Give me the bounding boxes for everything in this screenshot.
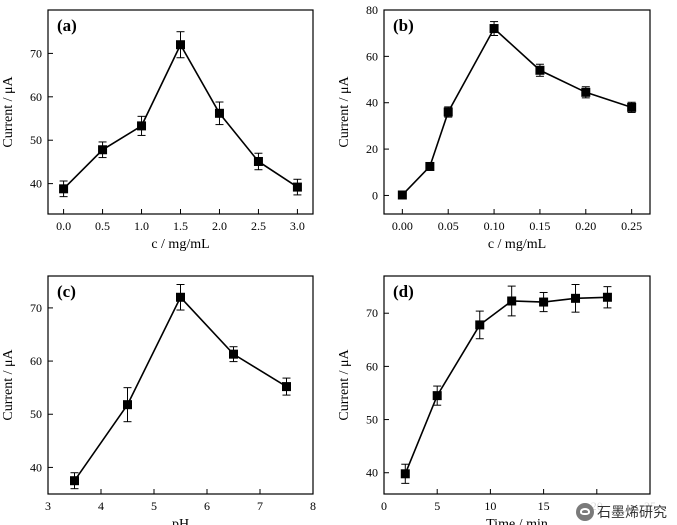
x-axis-title: c / mg/mL: [151, 237, 209, 252]
y-tick-label: 70: [366, 306, 378, 320]
data-point: [535, 65, 545, 75]
x-tick-label: 0.0: [56, 219, 71, 233]
series-line: [63, 42, 298, 190]
data-point: [400, 469, 410, 479]
y-tick-label: 70: [30, 46, 42, 60]
x-tick-label: 1.0: [134, 219, 149, 233]
data-point: [507, 296, 517, 306]
x-tick-label: 0.00: [392, 219, 413, 233]
data-point: [432, 391, 442, 401]
data-point: [253, 156, 263, 166]
data-point: [70, 476, 79, 486]
y-tick-label: 80: [366, 3, 378, 17]
x-tick-label: 0.20: [575, 219, 596, 233]
y-tick-label: 60: [366, 359, 378, 373]
y-axis-title: Current / μA: [1, 75, 16, 147]
y-tick-label: 70: [30, 301, 42, 315]
data-point: [176, 40, 185, 50]
data-point: [123, 400, 132, 410]
data-point: [397, 190, 407, 200]
y-tick-label: 20: [366, 142, 378, 156]
chart-panel-1: 0.0 0.5 1.0 1.5 2.0 2.5 3.0 40 50 60 70 c / mg/mL Cu…: [1, 9, 314, 252]
data-point: [98, 145, 108, 155]
y-axis-title: Current / μA: [337, 75, 352, 147]
watermark: 石墨烯研究: [574, 501, 671, 523]
series-line: [73, 295, 287, 482]
y-tick-label: 40: [366, 466, 378, 480]
data-point: [137, 121, 147, 131]
y-tick-label: 60: [30, 90, 42, 104]
y-tick-label: 60: [30, 354, 42, 368]
x-tick-label: 8: [310, 499, 316, 513]
panel-label: (d): [393, 282, 414, 301]
x-tick-label: 15: [538, 499, 550, 513]
data-point: [282, 382, 291, 392]
data-point: [214, 108, 224, 118]
x-tick-label: 0.5: [95, 219, 110, 233]
x-tick-label: 6: [204, 499, 210, 513]
y-axis-title: Current / μA: [337, 348, 352, 420]
x-tick-label: 1.5: [173, 219, 188, 233]
x-tick-label: 0.10: [484, 219, 505, 233]
chart-panel-3: 3 4 5 6 7 8 40 50 60 70 pH Current / μA (c): [1, 275, 316, 525]
wechat-icon: [576, 503, 594, 521]
x-tick-label: 4: [98, 499, 104, 513]
panel-label: (a): [57, 16, 77, 35]
watermark-text: 石墨烯研究: [597, 505, 667, 521]
x-axis-title: Time / min: [486, 517, 548, 525]
data-point: [581, 87, 591, 97]
x-tick-label: 5: [434, 499, 440, 513]
x-axis-title: c / mg/mL: [488, 237, 546, 252]
x-tick-label: 0.05: [438, 219, 459, 233]
data-point: [475, 320, 485, 330]
y-tick-label: 50: [30, 407, 42, 421]
y-tick-label: 50: [366, 413, 378, 427]
y-tick-label: 0: [372, 188, 378, 202]
data-point: [292, 182, 302, 192]
series-line: [401, 27, 632, 196]
y-tick-label: 50: [30, 133, 42, 147]
x-tick-label: 3.0: [290, 219, 305, 233]
data-point: [443, 107, 453, 117]
y-tick-label: 40: [30, 177, 42, 191]
y-tick-label: 60: [366, 49, 378, 63]
data-point: [176, 292, 185, 302]
plot-frame: [47, 275, 314, 495]
x-tick-label: 0.25: [621, 219, 642, 233]
x-axis-title: pH: [172, 517, 189, 525]
series-line: [404, 296, 608, 475]
x-tick-label: 0: [381, 499, 387, 513]
data-point: [425, 161, 435, 171]
x-tick-label: 10: [484, 499, 496, 513]
y-tick-label: 40: [30, 460, 42, 474]
x-tick-label: 3: [45, 499, 51, 513]
data-point: [229, 349, 238, 359]
panel-label: (c): [57, 282, 76, 301]
data-point: [59, 184, 69, 194]
x-tick-label: 7: [257, 499, 263, 513]
y-axis-title: Current / μA: [1, 348, 16, 420]
plot-frame: [383, 275, 651, 495]
data-point: [571, 293, 581, 303]
data-point: [627, 102, 637, 112]
panel-label: (b): [393, 16, 414, 35]
data-point: [602, 292, 612, 302]
x-tick-label: 5: [151, 499, 157, 513]
data-point: [539, 297, 549, 307]
y-tick-label: 40: [366, 96, 378, 110]
x-tick-label: 0.15: [529, 219, 550, 233]
chart-panel-2: 0.00 0.05 0.10 0.15 0.20 0.25 0 20 40 60 80 c / mg/…: [337, 3, 651, 252]
plot-frame: [383, 9, 651, 215]
x-tick-label: 2.0: [212, 219, 227, 233]
data-point: [489, 24, 499, 34]
x-tick-label: 2.5: [251, 219, 266, 233]
